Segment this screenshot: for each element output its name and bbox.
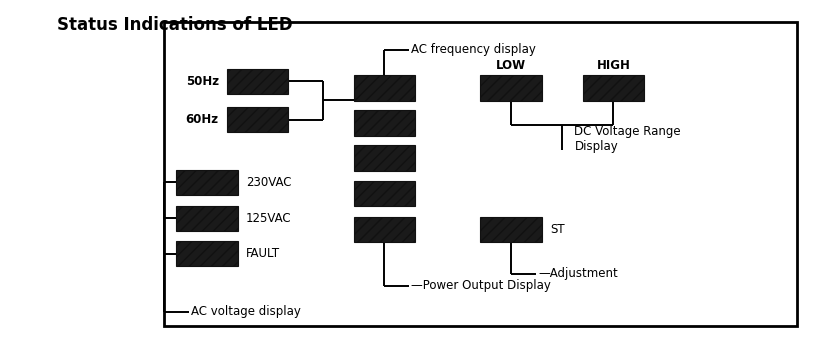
Text: HIGH: HIGH: [596, 59, 630, 72]
Text: 60Hz: 60Hz: [186, 113, 219, 126]
Bar: [354, 181, 415, 206]
Text: LOW: LOW: [496, 59, 526, 72]
Text: DC Voltage Range
Display: DC Voltage Range Display: [575, 125, 681, 153]
Bar: [354, 111, 415, 136]
Bar: [176, 205, 238, 231]
Bar: [481, 217, 542, 242]
Bar: [354, 217, 415, 242]
Bar: [582, 76, 644, 101]
Text: AC voltage display: AC voltage display: [191, 305, 301, 318]
Bar: [176, 170, 238, 195]
Text: ST: ST: [550, 223, 565, 236]
Text: Status Indications of LED: Status Indications of LED: [57, 16, 293, 34]
Bar: [164, 21, 797, 326]
Bar: [227, 107, 288, 132]
Text: 50Hz: 50Hz: [186, 74, 219, 88]
Text: —Power Output Display: —Power Output Display: [411, 279, 551, 292]
Text: —Adjustment: —Adjustment: [538, 267, 618, 280]
Text: 125VAC: 125VAC: [246, 212, 292, 225]
Text: AC frequency display: AC frequency display: [411, 43, 536, 56]
Bar: [354, 76, 415, 101]
Bar: [481, 76, 542, 101]
Text: 230VAC: 230VAC: [246, 176, 292, 189]
Bar: [176, 241, 238, 266]
Text: FAULT: FAULT: [246, 247, 280, 260]
Bar: [354, 145, 415, 171]
Bar: [227, 68, 288, 94]
